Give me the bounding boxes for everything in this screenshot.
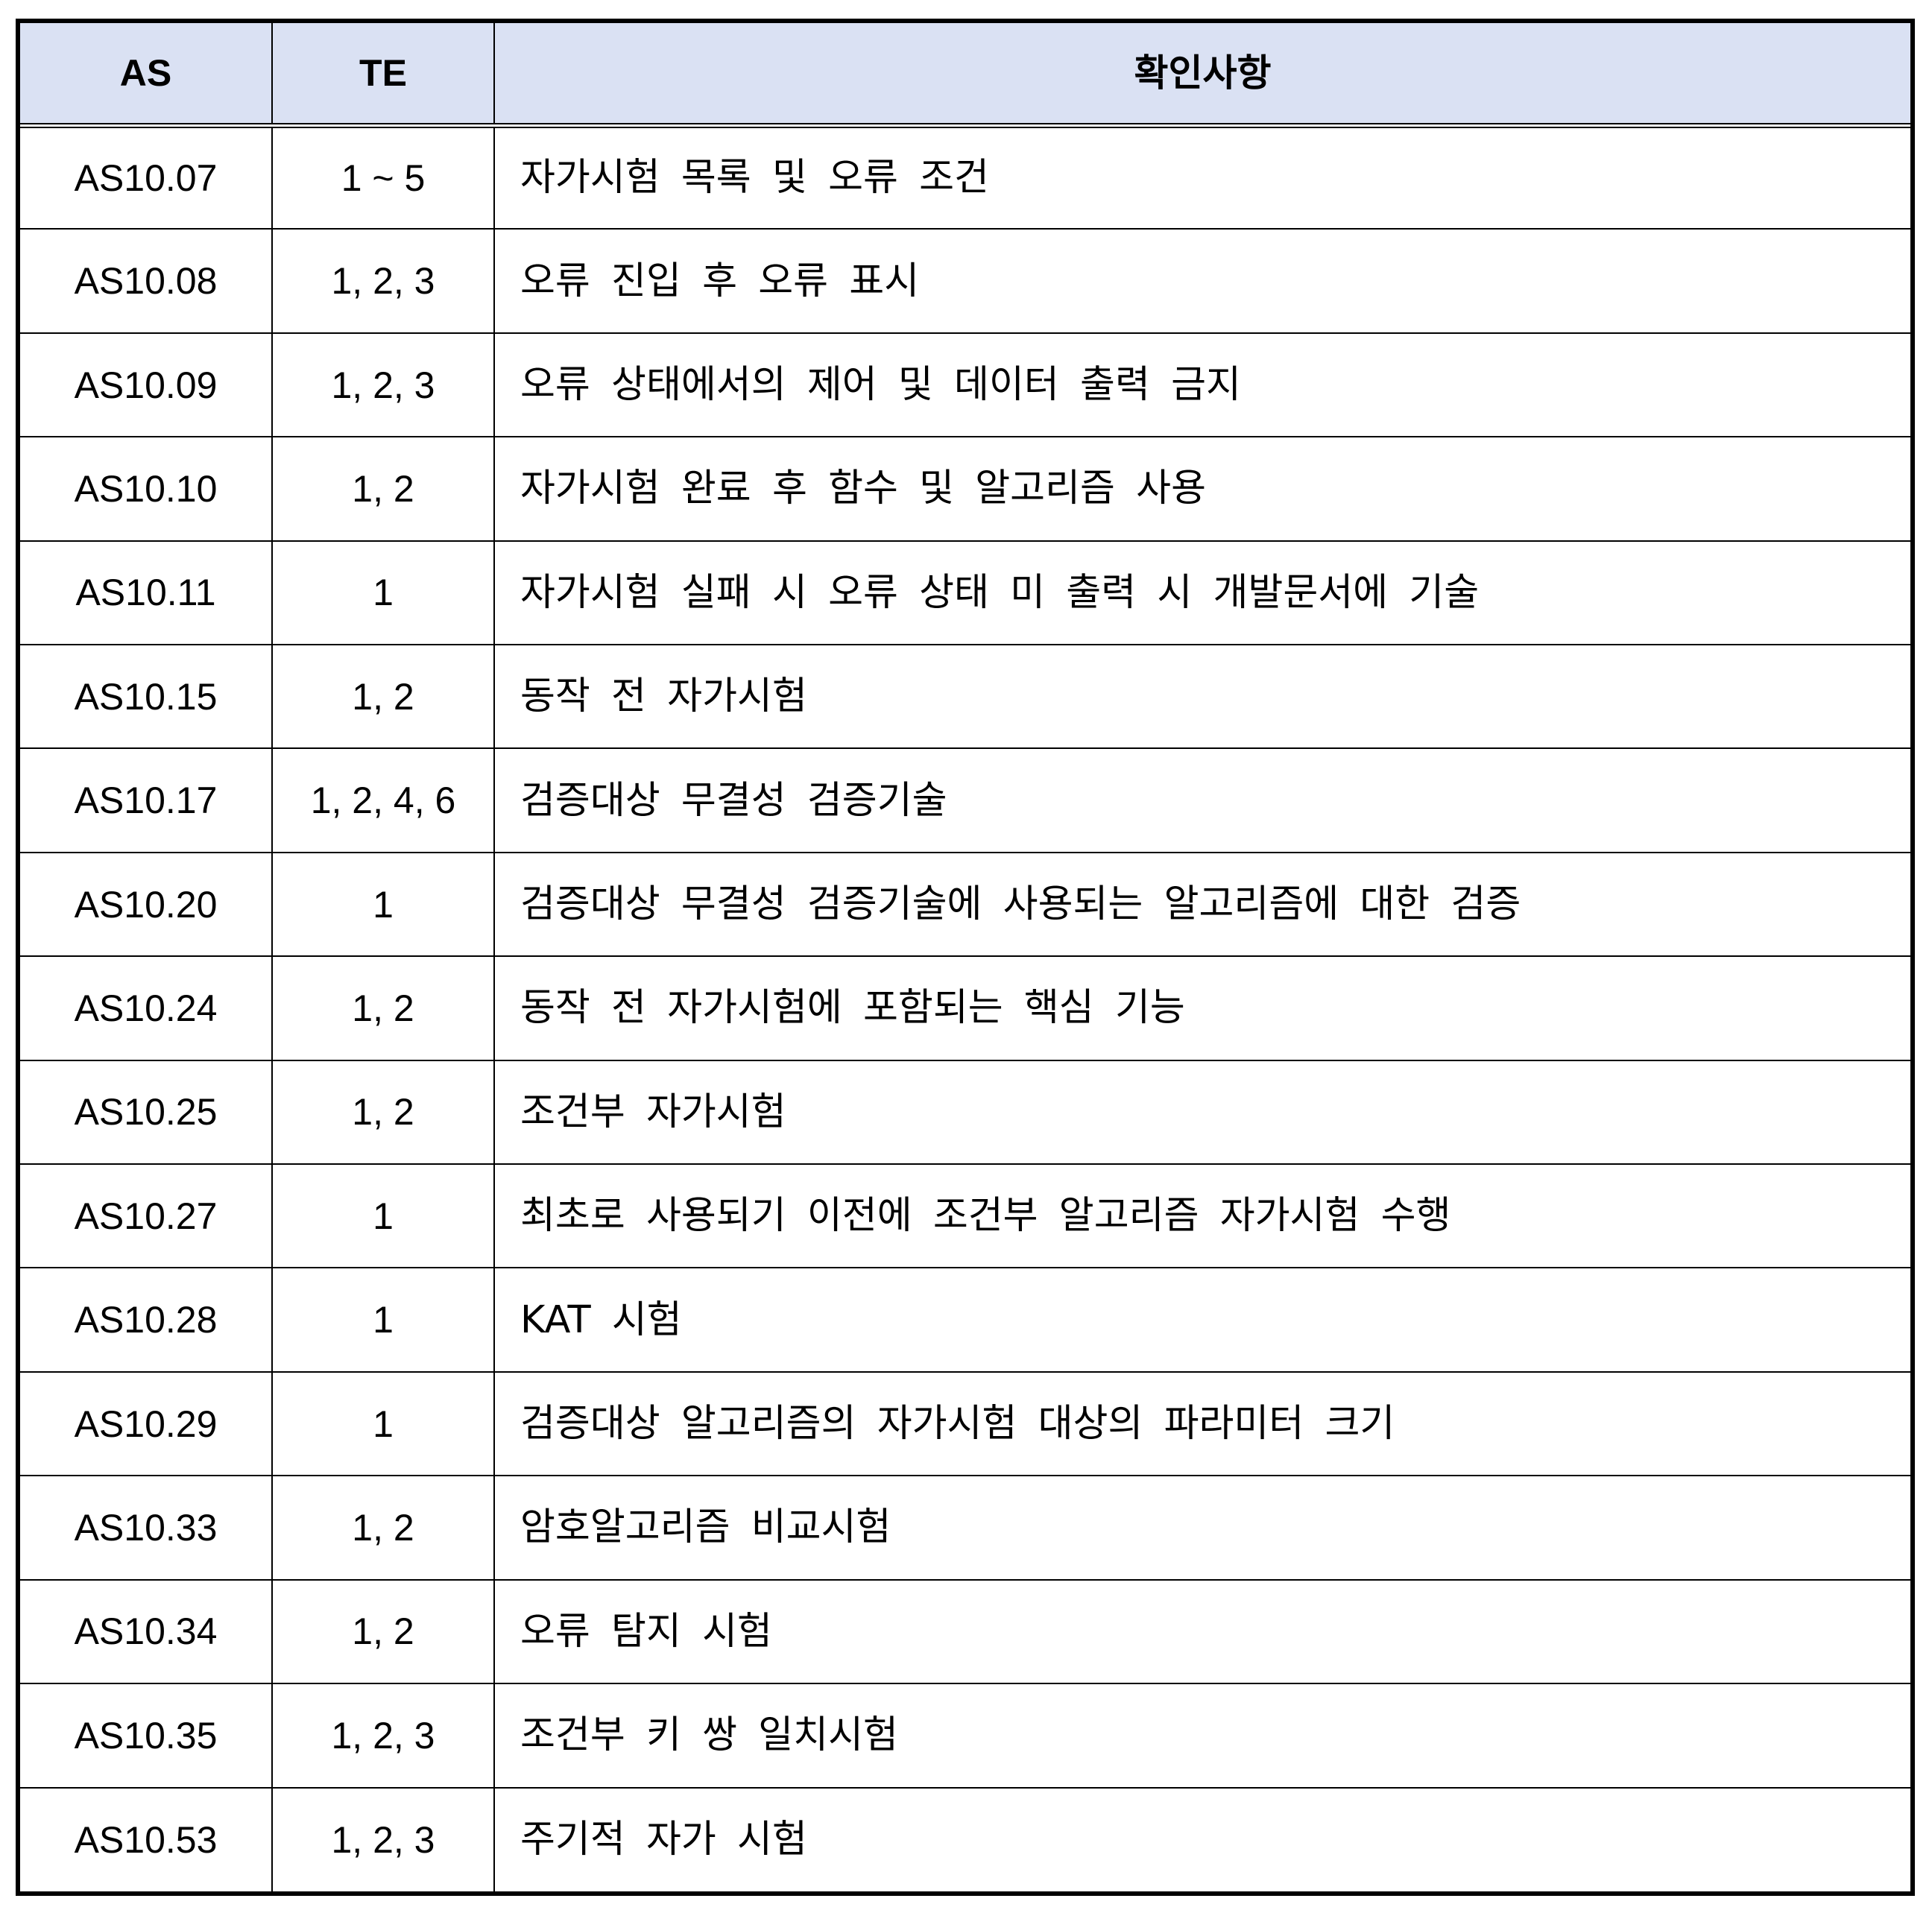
te-cell: 1, 2, 3 (271, 228, 495, 334)
as-cell: AS10.20 (20, 851, 273, 958)
as-cell: AS10.09 (20, 332, 273, 438)
as-cell: AS10.07 (20, 124, 273, 230)
description-cell: 자가시험 완료 후 함수 및 알고리즘 사용 (493, 436, 1910, 542)
table-row: AS10.10 1, 2 자가시험 완료 후 함수 및 알고리즘 사용 (20, 436, 1910, 542)
description-cell: 최초로 사용되기 이전에 조건부 알고리즘 자가시험 수행 (493, 1163, 1910, 1269)
te-cell: 1, 2 (271, 644, 495, 750)
table-row: AS10.25 1, 2 조건부 자가시험 (20, 1059, 1910, 1166)
as-cell: AS10.11 (20, 540, 273, 646)
as-cell: AS10.27 (20, 1163, 273, 1269)
table-row: AS10.27 1 최초로 사용되기 이전에 조건부 알고리즘 자가시험 수행 (20, 1163, 1910, 1269)
te-cell: 1 (271, 1163, 495, 1269)
table-row: AS10.53 1, 2, 3 주기적 자가 시험 (20, 1786, 1910, 1891)
table-row: AS10.11 1 자가시험 실패 시 오류 상태 미 출력 시 개발문서에 기술 (20, 540, 1910, 646)
as-cell: AS10.34 (20, 1578, 273, 1685)
header-description: 확인사항 (493, 23, 1910, 128)
te-cell: 1, 2, 3 (271, 332, 495, 438)
header-as: AS (20, 23, 273, 128)
as-cell: AS10.24 (20, 955, 273, 1061)
table-row: AS10.28 1 KAT 시험 (20, 1267, 1910, 1373)
as-cell: AS10.10 (20, 436, 273, 542)
description-cell: 오류 탐지 시험 (493, 1578, 1910, 1685)
description-cell: 주기적 자가 시험 (493, 1786, 1910, 1891)
requirements-table: AS TE 확인사항 AS10.07 1 ~ 5 자가시험 목록 및 오류 조건 AS… (20, 23, 1910, 1891)
header-te: TE (271, 23, 495, 128)
description-cell: KAT 시험 (493, 1267, 1910, 1373)
te-cell: 1 (271, 851, 495, 958)
table-row: AS10.33 1, 2 암호알고리즘 비교시험 (20, 1475, 1910, 1581)
as-cell: AS10.08 (20, 228, 273, 334)
description-cell: 조건부 자가시험 (493, 1059, 1910, 1166)
description-cell: 검증대상 알고리즘의 자가시험 대상의 파라미터 크기 (493, 1370, 1910, 1477)
as-cell: AS10.33 (20, 1475, 273, 1581)
te-cell: 1, 2, 4, 6 (271, 747, 495, 853)
description-cell: 자가시험 목록 및 오류 조건 (493, 124, 1910, 230)
as-cell: AS10.28 (20, 1267, 273, 1373)
te-cell: 1, 2 (271, 436, 495, 542)
te-cell: 1 ~ 5 (271, 124, 495, 230)
as-cell: AS10.53 (20, 1786, 273, 1891)
te-cell: 1 (271, 540, 495, 646)
te-cell: 1, 2 (271, 1475, 495, 1581)
table-body: AS10.07 1 ~ 5 자가시험 목록 및 오류 조건 AS10.08 1, 2, … (20, 124, 1910, 1891)
requirements-table-container: AS TE 확인사항 AS10.07 1 ~ 5 자가시험 목록 및 오류 조건 AS… (16, 19, 1915, 1896)
table-row: AS10.09 1, 2, 3 오류 상태에서의 제어 및 데이터 출력 금지 (20, 332, 1910, 438)
te-cell: 1 (271, 1267, 495, 1373)
table-row: AS10.17 1, 2, 4, 6 검증대상 무결성 검증기술 (20, 747, 1910, 853)
te-cell: 1, 2 (271, 1578, 495, 1685)
table-header: AS TE 확인사항 (20, 23, 1910, 128)
description-cell: 조건부 키 쌍 일치시험 (493, 1683, 1910, 1789)
te-cell: 1 (271, 1370, 495, 1477)
description-cell: 오류 상태에서의 제어 및 데이터 출력 금지 (493, 332, 1910, 438)
as-cell: AS10.15 (20, 644, 273, 750)
table-row: AS10.29 1 검증대상 알고리즘의 자가시험 대상의 파라미터 크기 (20, 1370, 1910, 1477)
te-cell: 1, 2, 3 (271, 1683, 495, 1789)
description-cell: 암호알고리즘 비교시험 (493, 1475, 1910, 1581)
te-cell: 1, 2 (271, 955, 495, 1061)
description-cell: 검증대상 무결성 검증기술 (493, 747, 1910, 853)
table-row: AS10.34 1, 2 오류 탐지 시험 (20, 1578, 1910, 1685)
description-cell: 동작 전 자가시험에 포함되는 핵심 기능 (493, 955, 1910, 1061)
te-cell: 1, 2 (271, 1059, 495, 1166)
as-cell: AS10.35 (20, 1683, 273, 1789)
description-cell: 오류 진입 후 오류 표시 (493, 228, 1910, 334)
table-row: AS10.20 1 검증대상 무결성 검증기술에 사용되는 알고리즘에 대한 검증 (20, 851, 1910, 958)
as-cell: AS10.25 (20, 1059, 273, 1166)
table-row: AS10.24 1, 2 동작 전 자가시험에 포함되는 핵심 기능 (20, 955, 1910, 1061)
table-row: AS10.35 1, 2, 3 조건부 키 쌍 일치시험 (20, 1683, 1910, 1789)
as-cell: AS10.17 (20, 747, 273, 853)
table-row: AS10.15 1, 2 동작 전 자가시험 (20, 644, 1910, 750)
table-row: AS10.08 1, 2, 3 오류 진입 후 오류 표시 (20, 228, 1910, 334)
header-row: AS TE 확인사항 (20, 23, 1910, 128)
description-cell: 검증대상 무결성 검증기술에 사용되는 알고리즘에 대한 검증 (493, 851, 1910, 958)
description-cell: 동작 전 자가시험 (493, 644, 1910, 750)
description-cell: 자가시험 실패 시 오류 상태 미 출력 시 개발문서에 기술 (493, 540, 1910, 646)
te-cell: 1, 2, 3 (271, 1786, 495, 1891)
as-cell: AS10.29 (20, 1370, 273, 1477)
table-row: AS10.07 1 ~ 5 자가시험 목록 및 오류 조건 (20, 124, 1910, 230)
